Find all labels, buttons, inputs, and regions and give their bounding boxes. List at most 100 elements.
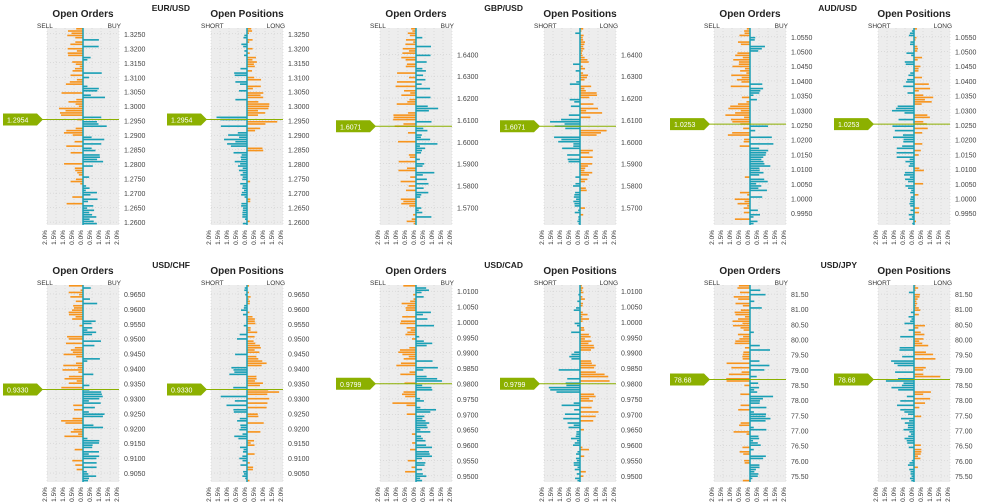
- y-tick-label: 1.0400: [791, 79, 813, 86]
- data-bar: [914, 207, 920, 209]
- data-bar: [393, 118, 416, 121]
- data-bar: [580, 320, 583, 323]
- data-bar: [247, 103, 270, 105]
- y-tick-label: 1.3250: [288, 32, 310, 39]
- y-tick-label: 1.0300: [791, 108, 813, 115]
- data-bar: [247, 65, 255, 68]
- y-tick-label: 0.9500: [124, 337, 146, 344]
- data-bar: [577, 300, 580, 303]
- data-bar: [247, 120, 278, 123]
- x-tick-label: 1.0%: [60, 230, 67, 245]
- data-bar: [243, 448, 247, 451]
- data-bar: [911, 54, 914, 57]
- data-bar: [750, 209, 758, 212]
- data-bar: [914, 103, 922, 105]
- data-bar: [732, 65, 750, 68]
- data-bar: [416, 424, 427, 427]
- data-bar: [580, 129, 607, 132]
- data-bar: [242, 211, 247, 214]
- data-bar: [412, 30, 416, 32]
- data-bar: [416, 209, 419, 212]
- data-bar: [580, 448, 589, 451]
- data-bar: [914, 47, 918, 50]
- orders-right-label: BUY: [775, 23, 789, 30]
- data-bar: [83, 400, 89, 402]
- data-bar: [750, 169, 760, 172]
- y-tick-label: 1.3250: [124, 32, 146, 39]
- data-bar: [247, 377, 257, 380]
- data-bar: [400, 362, 416, 365]
- data-bar: [247, 56, 256, 59]
- data-bar: [571, 353, 580, 356]
- x-tick-label: 1.5%: [718, 230, 725, 245]
- data-bar: [247, 85, 261, 88]
- y-tick-label: 0.9400: [124, 367, 146, 374]
- data-bar: [83, 453, 89, 455]
- data-bar: [580, 47, 585, 50]
- data-bar: [574, 442, 580, 444]
- data-bar: [69, 81, 83, 83]
- data-bar: [400, 322, 416, 325]
- data-bar: [750, 98, 757, 101]
- data-bar: [914, 373, 924, 376]
- data-bar: [76, 28, 83, 30]
- data-bar: [906, 439, 914, 442]
- data-bar: [750, 406, 767, 409]
- data-bar: [914, 132, 923, 134]
- data-bar: [742, 358, 750, 360]
- data-bar: [580, 107, 599, 110]
- data-bar: [83, 89, 98, 92]
- data-bar: [76, 355, 83, 358]
- data-bar: [416, 143, 438, 145]
- data-bar: [735, 112, 750, 114]
- data-bar: [416, 475, 427, 477]
- price-tag: 0.9799: [500, 377, 540, 390]
- data-bar: [416, 105, 428, 108]
- y-tick-label: 1.0050: [621, 305, 643, 312]
- data-bar: [65, 109, 83, 112]
- data-bar: [896, 151, 914, 154]
- data-bar: [413, 293, 416, 296]
- data-bar: [404, 89, 416, 92]
- data-bar: [247, 384, 260, 387]
- data-bar: [732, 320, 750, 323]
- y-tick-label: 1.0150: [791, 152, 813, 159]
- data-bar: [407, 32, 416, 35]
- data-bar: [750, 415, 766, 418]
- data-bar: [240, 83, 247, 85]
- data-bar: [70, 180, 83, 183]
- data-bar: [400, 198, 416, 201]
- data-bar: [914, 287, 919, 289]
- price-tag-label: 78.68: [838, 378, 856, 385]
- data-bar: [741, 81, 750, 83]
- data-bar: [405, 58, 416, 61]
- data-bar: [580, 134, 597, 136]
- pair-label: GBP/USD: [484, 3, 523, 13]
- data-bar: [900, 408, 914, 411]
- data-bar: [70, 296, 83, 298]
- data-bar: [580, 406, 592, 409]
- data-bar: [575, 191, 580, 194]
- y-tick-label: 1.0000: [955, 197, 977, 204]
- data-bar: [416, 335, 420, 338]
- positions-left-label: SHORT: [868, 280, 891, 287]
- data-bar: [580, 89, 586, 92]
- data-bar: [229, 373, 247, 376]
- y-tick-label: 76.00: [791, 459, 809, 466]
- data-bar: [405, 65, 416, 68]
- y-tick-label: 1.5700: [621, 205, 643, 212]
- data-bar: [83, 187, 90, 189]
- data-bar: [743, 351, 750, 354]
- data-bar: [914, 65, 921, 68]
- data-bar: [744, 200, 750, 203]
- data-bar: [83, 76, 90, 79]
- data-bar: [914, 194, 919, 196]
- price-tag-shape: [3, 383, 43, 396]
- data-bar: [83, 191, 97, 194]
- price-tag: 1.0253: [670, 118, 710, 131]
- data-bar: [750, 36, 756, 39]
- data-bar: [83, 143, 102, 145]
- data-bar: [734, 198, 750, 201]
- data-bar: [83, 457, 97, 460]
- data-bar: [914, 304, 917, 307]
